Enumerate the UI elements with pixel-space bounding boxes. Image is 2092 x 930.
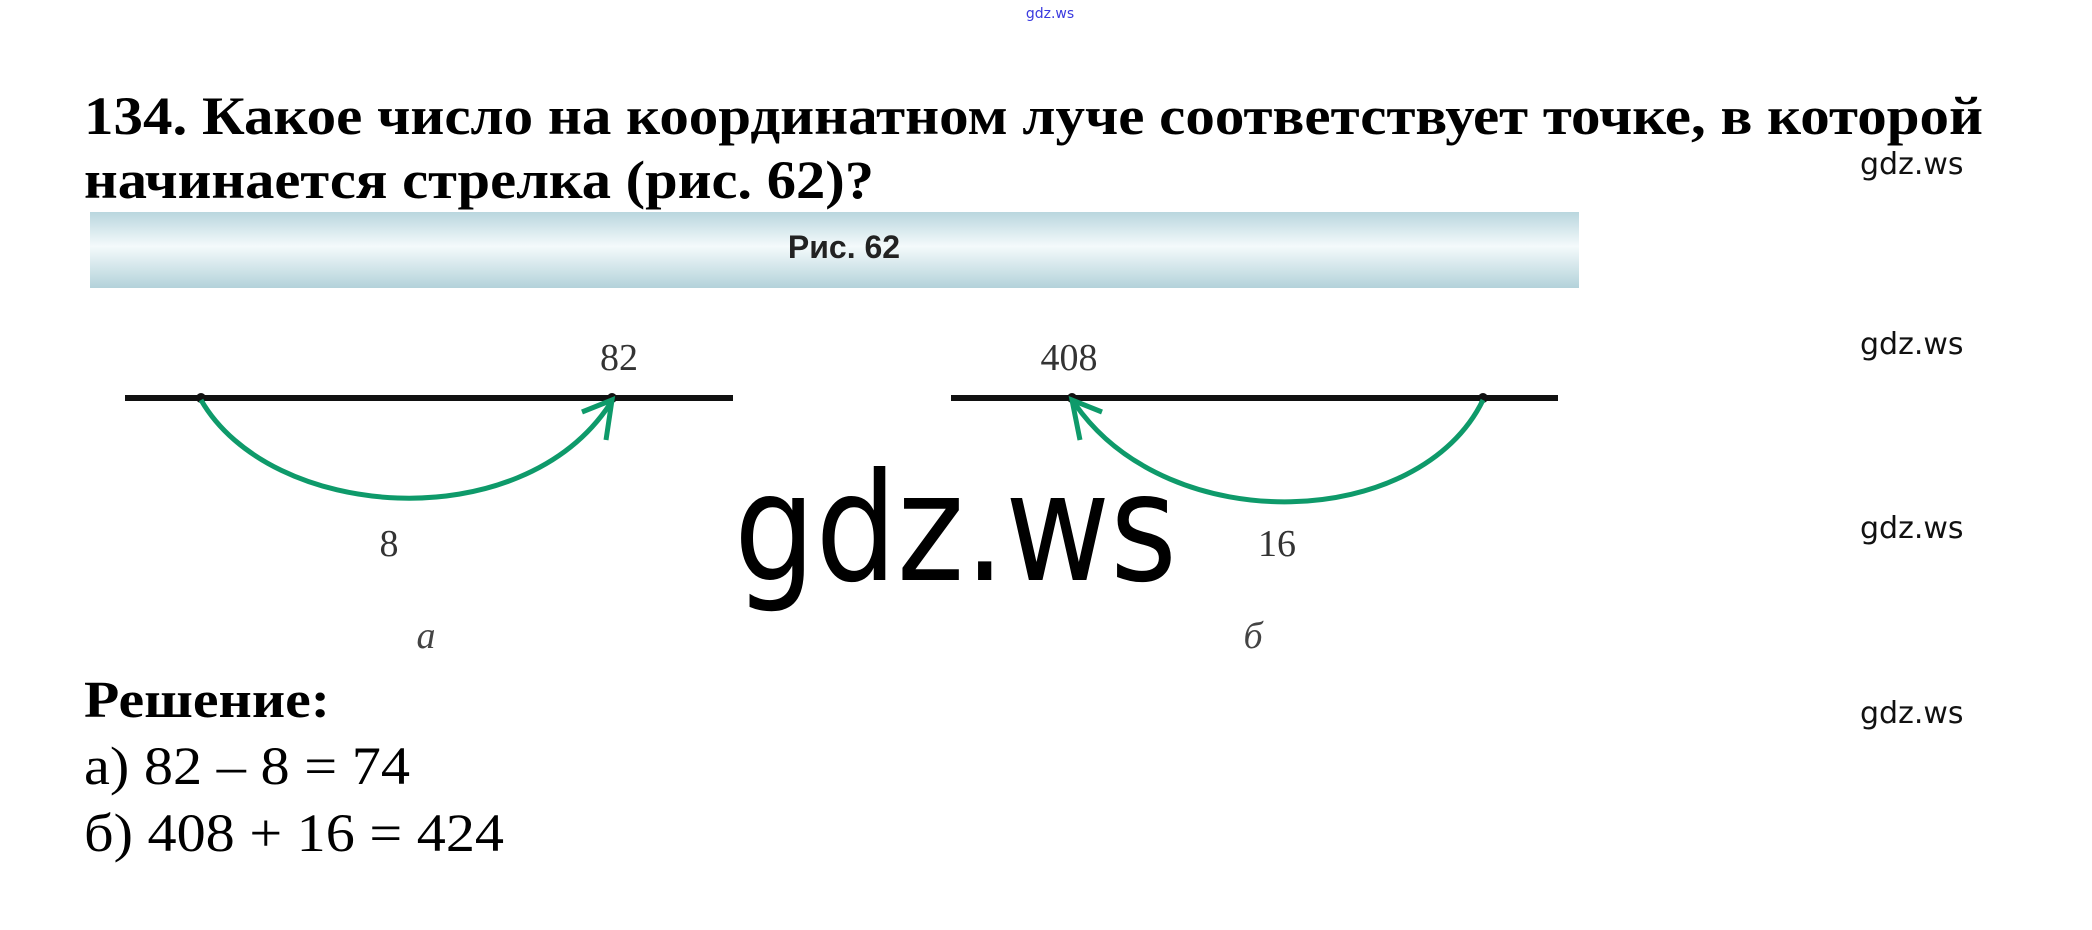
- problem-text-line2: начинается стрелка (рис. 62)?: [84, 150, 874, 210]
- arrow-arc-b: [1072, 398, 1486, 505]
- arrow-arc-a: [198, 398, 613, 501]
- side-watermark-4: gdz.ws: [1860, 696, 1964, 731]
- label-a: а: [417, 615, 436, 657]
- solution-heading: Решение:: [84, 672, 330, 729]
- label-408: 408: [1041, 337, 1098, 379]
- side-watermark-2: gdz.ws: [1860, 327, 1964, 362]
- diagram-b: 408 16 б: [951, 337, 1558, 657]
- arrowhead-b: [1068, 395, 1103, 441]
- center-watermark: gdz.ws: [734, 442, 1177, 616]
- label-b: б: [1243, 615, 1264, 657]
- solution-a: а) 82 – 8 = 74: [84, 736, 410, 796]
- figure-caption: Рис. 62: [788, 229, 900, 265]
- figure-caption-band: [90, 212, 1579, 288]
- side-watermark-1: gdz.ws: [1860, 147, 1964, 182]
- label-16: 16: [1258, 523, 1296, 565]
- label-8: 8: [380, 523, 399, 565]
- side-watermark-3: gdz.ws: [1860, 511, 1964, 546]
- arrowhead-a: [581, 396, 616, 441]
- top-watermark: gdz.ws: [1026, 6, 1074, 22]
- diagram-a: 82 8 а: [125, 337, 733, 657]
- label-82: 82: [600, 337, 638, 379]
- solution-b: б) 408 + 16 = 424: [84, 803, 504, 863]
- problem-text-line1: 134. Какое число на координатном луче со…: [84, 86, 1983, 146]
